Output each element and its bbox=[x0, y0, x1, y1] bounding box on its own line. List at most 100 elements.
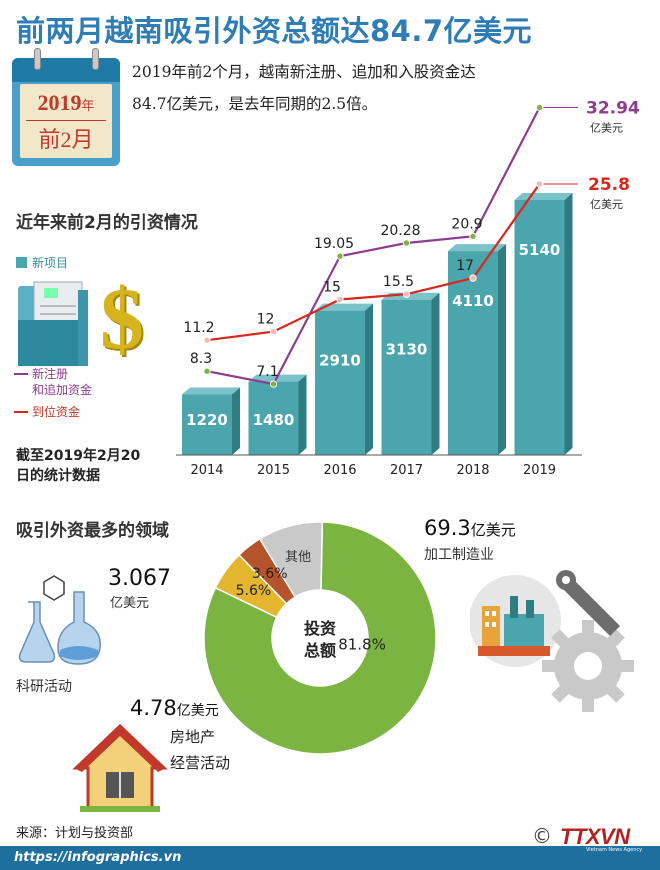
bar-2017: 3130 bbox=[381, 292, 440, 455]
bar-side bbox=[232, 387, 240, 455]
bar-value-label: 2910 bbox=[319, 352, 361, 370]
point-red bbox=[402, 290, 411, 298]
stats-note-line-1: 截至2019年2月20 bbox=[16, 448, 141, 464]
bar-2015: 1480 bbox=[248, 374, 307, 455]
line-purple bbox=[206, 107, 541, 386]
dollar-icon: $ bbox=[100, 271, 144, 368]
point-purple bbox=[535, 103, 544, 112]
labels: 2014 2015 2016 2017 2018 2019 8.3 7.1 19.05 20.28… bbox=[183, 99, 640, 478]
calendar-year-number: 2019 bbox=[37, 90, 82, 115]
stats-note-line-2: 日的统计数据 bbox=[16, 468, 100, 484]
section-title-sectors: 吸引外资最多的领域 bbox=[16, 521, 169, 541]
bar-top bbox=[182, 387, 240, 395]
copyright-icon: © bbox=[532, 824, 552, 848]
stats-note: 截至2019年2月20 日的统计数据 bbox=[16, 446, 140, 486]
end-unit-purple: 亿美元 bbox=[590, 122, 623, 135]
manufacturing-label: 加工制造业 bbox=[424, 547, 494, 563]
point-purple-label: 19.05 bbox=[314, 236, 354, 252]
manufacturing-value-number: 69.3 bbox=[424, 516, 471, 540]
bar-face bbox=[315, 310, 365, 455]
footer-bar bbox=[0, 846, 660, 870]
point-red-label: 12 bbox=[257, 312, 275, 328]
real-estate-value: 4.78亿美元 bbox=[130, 696, 219, 720]
legend-bar-swatch bbox=[16, 257, 27, 268]
point-red-label: 15.5 bbox=[383, 274, 414, 290]
legend-purple-label-2: 和追加资金 bbox=[32, 382, 92, 397]
bar-face bbox=[182, 394, 232, 455]
point-purple-label: 7.1 bbox=[256, 364, 278, 380]
footer-url[interactable]: https://infographics.vn bbox=[14, 850, 182, 865]
science-label: 科研活动 bbox=[16, 679, 72, 695]
point-purple bbox=[336, 252, 344, 260]
x-tick-label: 2016 bbox=[323, 463, 356, 478]
point-purple-label: 20.9 bbox=[451, 216, 482, 232]
point-red-label: 11.2 bbox=[183, 320, 214, 336]
manufacturing-value: 69.3亿美元 bbox=[424, 516, 516, 540]
point-red bbox=[269, 327, 278, 336]
bar-2019: 5140 bbox=[514, 193, 573, 455]
page-title: 前两月越南吸引外资总额达84.7亿美元 bbox=[16, 14, 533, 48]
real-estate-label-1: 房地产 bbox=[170, 728, 216, 746]
lab-flask-icon bbox=[18, 575, 101, 665]
bar-face bbox=[248, 381, 299, 455]
bar-value-label: 1480 bbox=[253, 411, 295, 429]
donut-slice-1 bbox=[258, 521, 324, 598]
point-purple bbox=[469, 232, 477, 241]
bar-value-label: 5140 bbox=[519, 241, 561, 259]
bar-top bbox=[514, 193, 573, 200]
bar-face bbox=[381, 299, 432, 455]
line-red bbox=[206, 183, 541, 342]
point-red bbox=[203, 336, 211, 344]
factory-gear-icon bbox=[470, 570, 634, 712]
bar-2016: 2910 bbox=[315, 303, 373, 455]
x-tick-label: 2019 bbox=[523, 463, 556, 478]
point-purple bbox=[402, 239, 411, 247]
real-estate-value-number: 4.78 bbox=[130, 696, 177, 720]
science-value: 3.067 bbox=[108, 566, 171, 591]
folder-icon bbox=[14, 280, 94, 370]
donut-slice-0 bbox=[203, 521, 437, 755]
house-icon bbox=[72, 723, 168, 812]
real-estate-label-2: 经营活动 bbox=[170, 754, 231, 772]
x-tick-label: 2014 bbox=[190, 463, 223, 478]
legend-bar-label: 新项目 bbox=[32, 255, 68, 270]
lines bbox=[203, 103, 578, 388]
bar-side bbox=[298, 374, 307, 455]
legend-red-label: 到位资金 bbox=[32, 404, 80, 419]
donut-label: 3.6% bbox=[252, 566, 288, 582]
bar-top bbox=[448, 244, 506, 252]
x-tick-label: 2017 bbox=[390, 463, 423, 478]
point-red-label: 15 bbox=[323, 280, 341, 296]
brand-logo: TTXVN bbox=[560, 824, 630, 849]
bar-side bbox=[498, 244, 506, 455]
bar-value-label: 4110 bbox=[452, 292, 494, 310]
end-unit-red: 亿美元 bbox=[590, 198, 623, 211]
calendar-year: 2019年 bbox=[12, 90, 120, 116]
manufacturing-value-unit: 亿美元 bbox=[470, 521, 516, 539]
donut-other-label: 其他 bbox=[285, 550, 311, 565]
bars: 1220 1480 2910 3130 4110 5140 bbox=[176, 193, 582, 456]
bar-side bbox=[564, 193, 573, 455]
real-estate-value-unit: 亿美元 bbox=[176, 703, 219, 719]
intro-line-1: 2019年前2个月，越南新注册、追加和入股资金达 bbox=[132, 63, 476, 81]
point-purple-label: 8.3 bbox=[190, 351, 212, 367]
calendar-month: 前2月 bbox=[38, 127, 94, 152]
end-label-purple: 32.94 bbox=[586, 99, 640, 119]
x-tick-label: 2015 bbox=[257, 463, 290, 478]
calendar-year-suffix: 年 bbox=[81, 98, 95, 113]
point-red bbox=[336, 295, 344, 304]
point-red-label: 17 bbox=[456, 258, 474, 274]
point-purple bbox=[203, 367, 211, 375]
bar-value-label: 3130 bbox=[386, 341, 428, 359]
bar-side bbox=[365, 303, 373, 455]
point-purple bbox=[269, 380, 278, 388]
donut-label: 5.6% bbox=[236, 583, 272, 599]
bar-side bbox=[431, 292, 440, 455]
intro-line-2: 84.7亿美元，是去年同期的2.5倍。 bbox=[132, 95, 378, 113]
donut-center-label-2: 总额 bbox=[304, 641, 336, 660]
section-title-investment: 近年来前2月的引资情况 bbox=[16, 213, 198, 233]
x-tick-label: 2018 bbox=[456, 463, 489, 478]
